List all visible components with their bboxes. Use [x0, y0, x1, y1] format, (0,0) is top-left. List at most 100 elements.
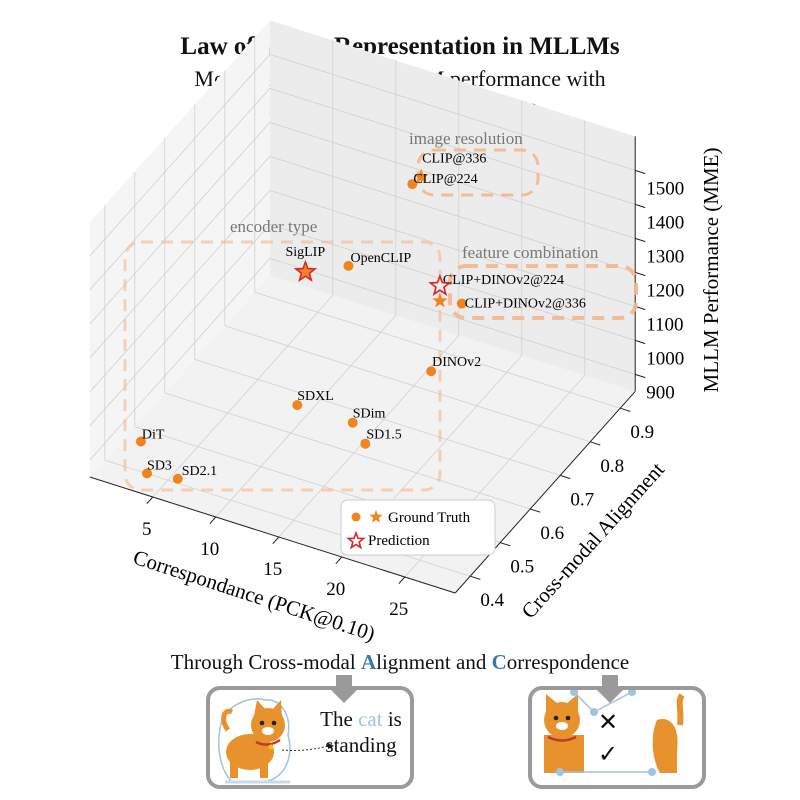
group-label: encoder type [230, 217, 317, 236]
ground-truth-point [456, 298, 467, 309]
x-tick-label: 5 [142, 519, 152, 540]
y-gridline [104, 459, 471, 577]
correspondence-panel: ✕ ✓ [528, 686, 706, 789]
match-check-icon: ✓ [598, 740, 619, 768]
point-label: CLIP+DINOv2@336 [465, 297, 586, 312]
z-tick-label: 900 [646, 382, 675, 403]
panel-sentence: The cat is standing [306, 706, 416, 758]
group-box-encoder-type [123, 240, 442, 492]
legend: Ground Truth Prediction [340, 499, 496, 556]
z-tick [635, 237, 646, 243]
group-box-image-resolution [416, 148, 540, 197]
y-tick-label: 0.5 [510, 557, 534, 578]
y-tick [500, 542, 511, 547]
z-axis-label: MLLM Performance (MME) [699, 148, 723, 393]
z-tick [635, 169, 646, 175]
group-label: feature combination [462, 243, 599, 262]
sentence-word: is [382, 707, 402, 731]
data-points: DiT SD3 SD2.1 SDXL SDim SD1.5 DINOv2 SigLIP Open… [135, 152, 586, 484]
sentence-word-cat: cat [358, 707, 383, 731]
z-tick-label: 1200 [646, 280, 684, 301]
cat-illustration-icon [218, 698, 334, 784]
sentence-word: The [320, 707, 359, 731]
down-arrow-icon [328, 675, 360, 703]
y-tick-label: 0.7 [570, 489, 594, 510]
z-gridline [269, 88, 636, 205]
z-gridline [269, 224, 636, 341]
point-label: SD2.1 [182, 464, 217, 479]
legend-prediction-star-icon [346, 530, 366, 550]
x-tick [272, 536, 280, 545]
point-label: SigLIP [285, 245, 325, 260]
ground-truth-star [297, 264, 313, 279]
x-tick-label: 25 [389, 599, 408, 620]
x-gridline [152, 295, 334, 498]
y-axis-line [454, 391, 636, 594]
y-tick-label: 0.4 [480, 590, 504, 611]
bottom-caption: Through Cross-modal Alignment and Corres… [0, 650, 800, 675]
z-tick-label: 1300 [646, 246, 684, 267]
point-label: OpenCLIP [350, 251, 411, 266]
ground-truth-point [142, 468, 153, 479]
y-gridline [164, 392, 531, 510]
x-gridline [215, 315, 397, 518]
y-tick [620, 407, 631, 412]
ground-truth-point [426, 366, 437, 377]
mismatch-cross-icon: ✕ [598, 708, 619, 736]
y-tick-label: 0.9 [630, 422, 654, 443]
z-gridline [269, 156, 636, 273]
y-tick-label: 0.6 [540, 523, 564, 544]
legend-gt-circle-icon [351, 512, 361, 522]
y-tick [530, 508, 541, 513]
z-tick-label: 1100 [646, 314, 683, 335]
x-tick [146, 496, 154, 505]
axes-panes [89, 20, 636, 594]
z-tick [635, 373, 646, 379]
caption-text: orrespondence [506, 650, 630, 674]
x-tick [398, 576, 406, 585]
y-tick [470, 575, 481, 580]
point-label: CLIP@224 [413, 172, 477, 187]
z-gridline [89, 258, 271, 461]
z-tick-label: 1500 [646, 178, 684, 199]
legend-gt-star-icon [369, 510, 383, 523]
group-boxes: encoder type image resolution feature comb… [123, 129, 638, 492]
ground-truth-star [413, 168, 429, 184]
y-gridline [254, 291, 621, 409]
caption-a-highlight: A [360, 650, 377, 674]
caption-text: lignment and [376, 650, 492, 674]
z-tick [635, 203, 646, 209]
x-axis-line [89, 476, 456, 594]
z-tick [635, 271, 646, 277]
x-tick-label: 15 [263, 559, 282, 580]
cat-correspondence-illustration-icon [544, 690, 685, 776]
scatter-3d-chart: 5 10 15 20 25 0.4 0.5 0.6 0.7 0.8 0.9 900 1000 1100 12… [89, 20, 723, 646]
y-tick-label: 0.8 [600, 456, 624, 477]
point-label: DiT [142, 427, 165, 442]
alignment-panel: The cat is standing [206, 686, 414, 789]
z-tick [635, 339, 646, 345]
z-gridline [269, 190, 636, 307]
axis-ticks: 5 10 15 20 25 0.4 0.5 0.6 0.7 0.8 0.9 900 1000 1100 12… [142, 169, 684, 620]
point-label: SDim [353, 407, 386, 422]
ground-truth-point [347, 417, 358, 428]
legend-prediction-label: Prediction [368, 533, 430, 549]
point-label: SD3 [147, 458, 172, 473]
x-tick-label: 10 [200, 539, 219, 560]
point-label: CLIP+DINOv2@224 [443, 273, 564, 288]
z-gridline [89, 190, 271, 393]
ground-truth-point [343, 260, 354, 271]
floor-pane [89, 275, 636, 593]
x-tick [335, 556, 343, 565]
z-gridline [89, 122, 271, 325]
ground-truth-star [432, 293, 448, 308]
y-tick [590, 441, 601, 446]
ground-truth-point [135, 436, 146, 447]
point-label: SD1.5 [366, 428, 401, 443]
x-tick [209, 516, 217, 525]
group-label: image resolution [409, 129, 523, 148]
caption-text: Through Cross-modal [170, 650, 361, 674]
z-gridline [89, 224, 271, 427]
ground-truth-point [407, 179, 418, 190]
z-gridline [89, 88, 271, 291]
